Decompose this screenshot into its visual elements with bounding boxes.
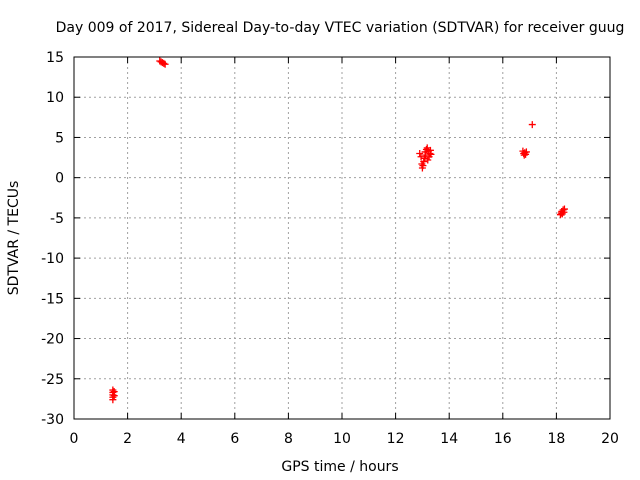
axis-ticks: 0 2 4 6 8 10 12 14 16 18 20 -30 -25 -20 -15 -10 -5 0 5 10 15 xyxy=(41,50,619,447)
y-axis-label: SDTVAR / TECUs xyxy=(6,181,22,296)
x-tick-label: 18 xyxy=(547,431,565,447)
data-point xyxy=(422,151,430,159)
x-tick-label: 12 xyxy=(387,431,405,447)
data-points xyxy=(109,57,568,404)
data-point xyxy=(560,205,568,213)
data-point xyxy=(419,162,427,170)
x-tick-label: 2 xyxy=(123,431,132,447)
y-tick-label: 10 xyxy=(46,90,64,106)
data-point xyxy=(160,59,168,67)
y-tick-label: -20 xyxy=(41,332,64,348)
data-point xyxy=(110,392,118,400)
x-tick-label: 6 xyxy=(230,431,239,447)
data-point xyxy=(522,148,530,156)
data-point xyxy=(109,396,117,404)
chart-title: Day 009 of 2017, Sidereal Day-to-day VTE… xyxy=(56,20,625,36)
x-tick-label: 4 xyxy=(177,431,186,447)
data-point xyxy=(420,158,428,166)
data-point xyxy=(417,153,425,161)
data-point xyxy=(424,156,432,164)
x-tick-label: 0 xyxy=(70,431,79,447)
y-tick-label: -15 xyxy=(41,291,64,307)
x-tick-label: 8 xyxy=(284,431,293,447)
y-tick-label: 0 xyxy=(55,171,64,187)
y-tick-label: -25 xyxy=(41,372,64,388)
y-tick-label: -10 xyxy=(41,251,64,267)
x-tick-label: 16 xyxy=(494,431,512,447)
data-point xyxy=(421,154,429,162)
x-tick-label: 14 xyxy=(440,431,458,447)
x-axis-label: GPS time / hours xyxy=(281,459,398,475)
data-point xyxy=(161,60,169,68)
y-tick-label: -5 xyxy=(50,211,64,227)
y-tick-label: 5 xyxy=(55,130,64,146)
data-point xyxy=(558,210,566,218)
y-tick-label: 15 xyxy=(46,50,64,66)
data-point xyxy=(427,150,435,158)
data-point xyxy=(521,149,529,157)
x-tick-label: 10 xyxy=(333,431,351,447)
data-point xyxy=(416,150,424,158)
data-point xyxy=(528,121,536,129)
grid xyxy=(74,57,610,419)
y-tick-label: -30 xyxy=(41,412,64,428)
x-tick-label: 20 xyxy=(601,431,619,447)
